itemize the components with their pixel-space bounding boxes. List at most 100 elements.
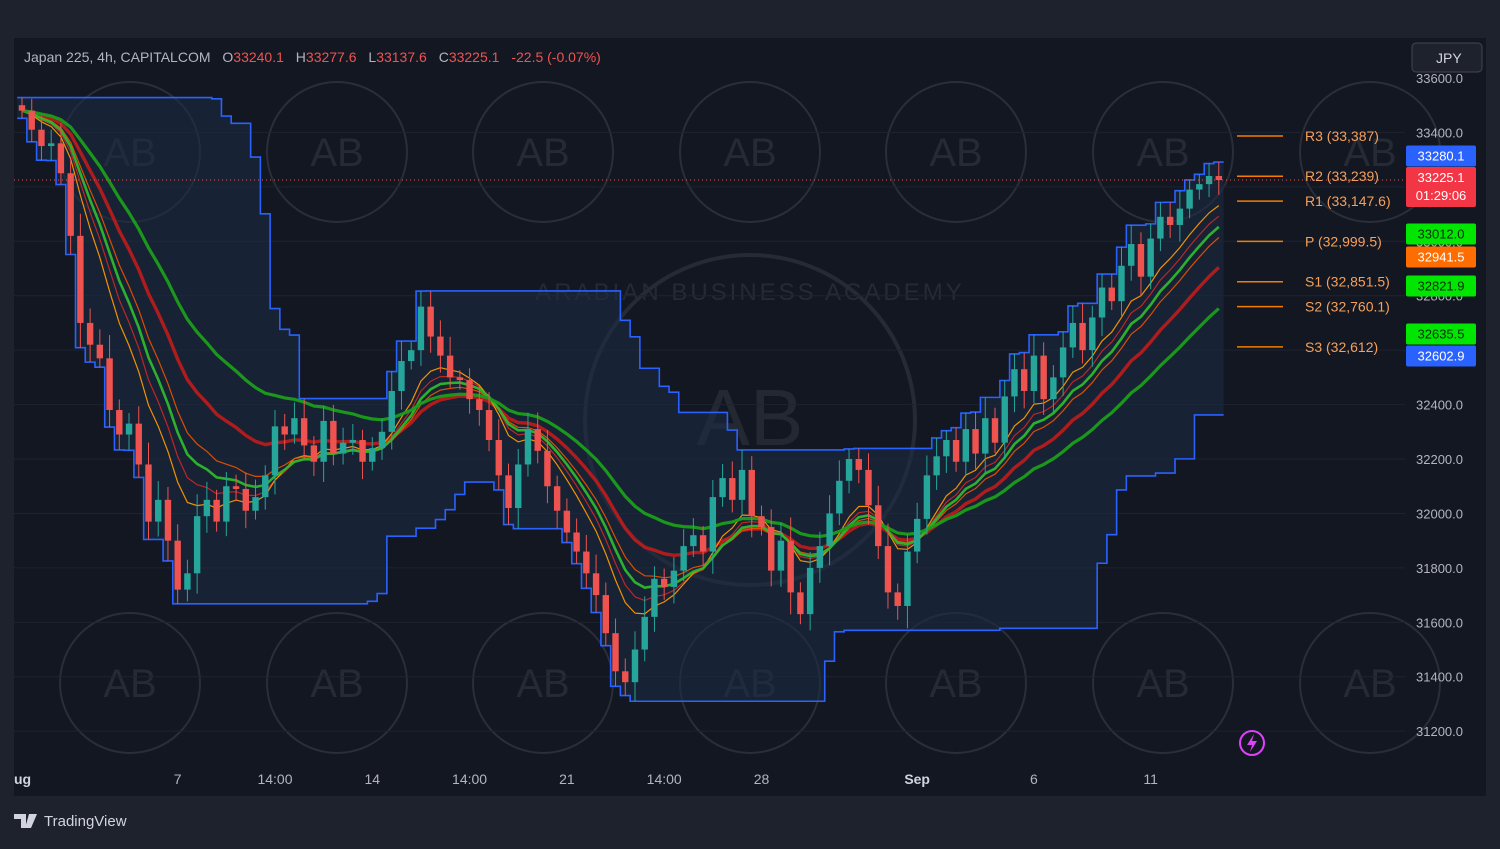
price-tag: 33225.1 01:29:06 xyxy=(1406,167,1476,207)
time-tick-label: 7 xyxy=(174,771,182,787)
candle-body xyxy=(1098,287,1106,318)
channel-fill xyxy=(17,97,1224,702)
candle-body xyxy=(709,497,717,552)
candle xyxy=(748,456,755,538)
candle xyxy=(709,479,717,574)
candle xyxy=(378,418,386,460)
candle-body xyxy=(982,418,989,454)
price-tag-value: 33012.0 xyxy=(1418,227,1465,242)
change-value: -22.5 (-0.07%) xyxy=(511,49,600,65)
candle-body xyxy=(96,344,104,359)
tradingview-logo[interactable]: TradingView xyxy=(14,813,127,830)
candle-body xyxy=(47,143,55,147)
candle xyxy=(47,129,55,161)
candle-body xyxy=(1157,216,1164,239)
candle xyxy=(271,410,279,495)
candle-body xyxy=(553,486,561,511)
candle xyxy=(28,98,35,142)
currency-button[interactable]: JPY xyxy=(1411,42,1483,73)
candle-body xyxy=(544,450,551,487)
candle xyxy=(972,412,979,469)
candle xyxy=(797,582,804,625)
candle-body xyxy=(57,143,65,174)
candle xyxy=(1079,303,1086,364)
candle-body xyxy=(485,410,493,440)
price-tick-label: 33600.0 xyxy=(1416,71,1463,86)
price-tick-label: 32200.0 xyxy=(1416,452,1463,467)
candle-body xyxy=(505,475,512,509)
candle-body xyxy=(631,649,639,683)
candle-body xyxy=(223,486,230,522)
price-tick-label: 31800.0 xyxy=(1416,561,1463,576)
open-value: 33240.1 xyxy=(233,49,284,65)
candle-body xyxy=(729,478,736,500)
watermark-seal-logo: AB xyxy=(310,662,363,706)
candle-body xyxy=(602,595,609,634)
watermark-seal xyxy=(1299,612,1441,754)
time-tick-label: 14 xyxy=(364,771,380,787)
candle xyxy=(174,524,181,604)
price-tick-label: 32400.0 xyxy=(1416,398,1463,413)
candle-body xyxy=(446,355,454,378)
candle xyxy=(1196,174,1203,200)
candle xyxy=(1147,223,1154,290)
candle-body xyxy=(845,459,853,481)
candle-body xyxy=(164,499,172,541)
candle xyxy=(466,368,473,414)
candle-body xyxy=(622,671,629,683)
candle xyxy=(1069,305,1077,358)
candle-body xyxy=(495,439,502,476)
price-tag: 32941.5 xyxy=(1406,246,1476,268)
candle-body xyxy=(894,592,901,606)
candle xyxy=(57,123,65,185)
candle-body xyxy=(125,423,133,435)
candle-body xyxy=(417,306,425,351)
lightning-icon[interactable] xyxy=(1239,730,1265,756)
candle-body xyxy=(427,306,434,337)
candle xyxy=(67,157,74,255)
candle xyxy=(1020,352,1028,409)
candle-body xyxy=(913,518,921,552)
candle xyxy=(223,471,230,537)
candle xyxy=(125,413,133,451)
price-tag-bg xyxy=(1406,223,1476,245)
watermark-seal-logo: AB xyxy=(1343,662,1396,706)
price-tag-value: 32821.9 xyxy=(1418,279,1465,294)
candle xyxy=(1215,162,1222,195)
candle xyxy=(904,534,911,629)
candle-body xyxy=(155,499,162,522)
candle-body xyxy=(952,439,960,462)
low-label: L xyxy=(368,49,376,65)
watermark-seal xyxy=(679,81,821,223)
candle-body xyxy=(719,478,726,498)
candle xyxy=(894,583,901,620)
candle-body xyxy=(145,464,152,522)
candle xyxy=(1157,202,1164,252)
watermark-seal-logo: AB xyxy=(929,131,982,175)
ema-layer xyxy=(21,109,1220,615)
candle-body xyxy=(943,439,950,457)
candle xyxy=(573,518,580,564)
candle-body xyxy=(777,540,785,571)
candle-body xyxy=(797,592,804,615)
candle-body xyxy=(193,516,201,574)
candle-body xyxy=(281,426,288,435)
time-tick-label: 28 xyxy=(754,771,770,787)
watermark-seal-logo: AB xyxy=(516,131,569,175)
watermark-seal-logo: AB xyxy=(1136,131,1189,175)
candle xyxy=(943,430,950,473)
candle xyxy=(962,413,970,476)
candle xyxy=(262,465,269,510)
ema-green-thick xyxy=(21,109,1220,589)
watermark-seal xyxy=(59,612,201,754)
candle xyxy=(768,509,775,587)
candle-body xyxy=(1059,347,1067,378)
candle-body xyxy=(300,418,308,446)
channel-layer xyxy=(17,96,1224,703)
time-axis[interactable]: ug 7 14:00 14 14:00 21 14:00 28 Sep 6 11 xyxy=(14,771,1158,787)
price-tag: 32635.5 xyxy=(1406,323,1476,345)
price-tick-label: 32000.0 xyxy=(1416,506,1463,521)
candle xyxy=(806,551,814,631)
candle xyxy=(1011,353,1018,413)
